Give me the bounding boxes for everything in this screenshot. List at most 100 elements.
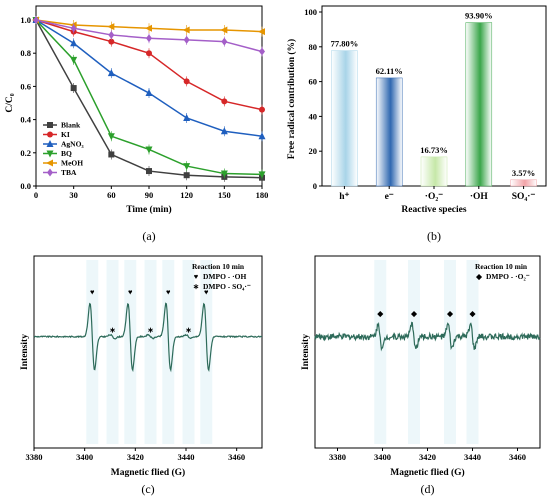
peak-highlight	[466, 260, 479, 444]
peak-highlight	[374, 260, 387, 444]
data-point	[47, 122, 53, 128]
data-point	[258, 28, 265, 36]
legend-label: DMPO - ·O₂⁻	[486, 272, 530, 281]
panel-b-contribution-bar-chart: 0 20 40 60 80 100 77.80% h⁺ 62.11% e⁻ 16.73% ·O₂⁻ 93…	[286, 5, 547, 243]
data-point	[107, 23, 115, 31]
y-axis-label: C/C₀	[5, 93, 15, 112]
data-point	[183, 78, 190, 85]
data-point	[47, 131, 53, 138]
x-tick-label: 30	[69, 190, 78, 200]
x-tick-label: SO₄·⁻	[512, 192, 536, 202]
legend-symbol: ∗	[193, 282, 199, 291]
y-axis-label: Intensity	[20, 334, 30, 370]
peak-highlight	[106, 260, 119, 444]
x-tick-label: 3440	[464, 452, 481, 462]
series-3	[32, 17, 266, 180]
data-point	[220, 26, 228, 34]
x-tick-label: e⁻	[385, 192, 394, 202]
data-point	[182, 26, 190, 34]
peak-marker: ♥	[128, 288, 133, 297]
data-point	[146, 50, 152, 57]
data-point	[70, 56, 78, 64]
data-point	[145, 89, 153, 97]
data-point	[259, 47, 265, 56]
x-tick-label: 150	[218, 190, 231, 200]
x-tick-label: 3380	[329, 452, 346, 462]
peak-highlight	[408, 260, 420, 444]
data-point	[183, 172, 190, 179]
legend-label: KI	[61, 130, 70, 139]
data-point	[46, 159, 53, 167]
legend-label: DMPO - ·OH	[203, 272, 246, 281]
y-tick-label: 0.6	[20, 81, 31, 91]
peak-marker: ∗	[109, 326, 115, 335]
y-tick-label: 60	[309, 77, 318, 87]
bar-value-label: 16.73%	[420, 145, 448, 155]
data-point	[146, 34, 152, 43]
x-axis-label: Magnetic flied (G)	[111, 467, 185, 478]
data-point	[70, 24, 77, 33]
y-tick-label: 20	[309, 146, 318, 156]
x-tick-label: h⁺	[339, 192, 349, 202]
x-tick-label: 3420	[419, 452, 436, 462]
x-tick-label: 3460	[509, 452, 526, 462]
legend-title: Reaction 10 min	[475, 262, 528, 271]
data-point	[107, 69, 115, 77]
peak-marker: ◆	[469, 309, 477, 318]
data-point	[108, 38, 115, 45]
bar-value-label: 3.57%	[512, 168, 535, 178]
data-point	[221, 37, 228, 46]
legend-label: BQ	[61, 149, 72, 158]
x-axis-label: Reactive species	[401, 205, 466, 215]
spectrum-line	[314, 321, 541, 352]
x-tick-label: 3440	[178, 452, 195, 462]
y-tick-label: 0.2	[20, 148, 31, 158]
legend: Reaction 10 min◆ DMPO - ·O₂⁻	[475, 262, 530, 281]
data-point	[108, 151, 115, 158]
bar-value-label: 62.11%	[376, 66, 403, 76]
y-tick-label: 0.8	[20, 48, 31, 58]
data-point	[258, 132, 266, 140]
y-tick-label: 80	[309, 42, 318, 52]
bar-value-label: 77.80%	[331, 39, 359, 49]
data-point	[183, 35, 190, 44]
data-point	[220, 170, 228, 178]
spectrum-line	[33, 302, 263, 373]
legend-symbol: ◆	[475, 272, 483, 281]
data-point	[183, 113, 191, 121]
peak-marker: ◆	[410, 309, 418, 318]
x-tick-label: 90	[145, 190, 154, 200]
peak-highlight	[182, 260, 195, 444]
y-axis-label: Free radical contribution (%)	[286, 39, 297, 159]
peak-marker: ♥	[166, 288, 171, 297]
x-axis-label: Magnetic flied (G)	[390, 467, 464, 478]
bar-value-label: 93.90%	[465, 11, 493, 21]
x-tick-label: 180	[256, 190, 269, 200]
x-axis-label: Time (min)	[126, 204, 171, 215]
peak-marker: ∗	[185, 326, 191, 335]
y-tick-label: 100	[304, 7, 317, 17]
panel-caption: (a)	[142, 229, 155, 243]
bar	[331, 50, 358, 187]
x-tick-label: ·OH	[470, 192, 489, 202]
x-tick-label: 3460	[228, 452, 245, 462]
data-point	[107, 133, 115, 141]
legend-label: AgNO₃	[61, 140, 84, 149]
bar	[375, 77, 403, 187]
data-point	[220, 127, 228, 135]
data-point	[145, 24, 152, 32]
peak-marker: ∗	[147, 326, 153, 335]
panel-caption: (d)	[421, 482, 435, 496]
data-point	[259, 106, 265, 113]
panel-d-epr-spectrum-o2: 3380 3400 3420 3440 3460 Magnetic flied (G) In…	[301, 255, 541, 496]
panel-caption: (c)	[141, 482, 154, 496]
peak-highlight	[444, 260, 456, 444]
plot-frame	[314, 255, 541, 449]
series-2	[32, 16, 266, 142]
data-point	[221, 98, 228, 105]
x-tick-label: 60	[107, 190, 116, 200]
peak-marker: ◆	[376, 309, 384, 318]
data-point	[46, 150, 54, 158]
x-tick-label: 120	[180, 190, 193, 200]
